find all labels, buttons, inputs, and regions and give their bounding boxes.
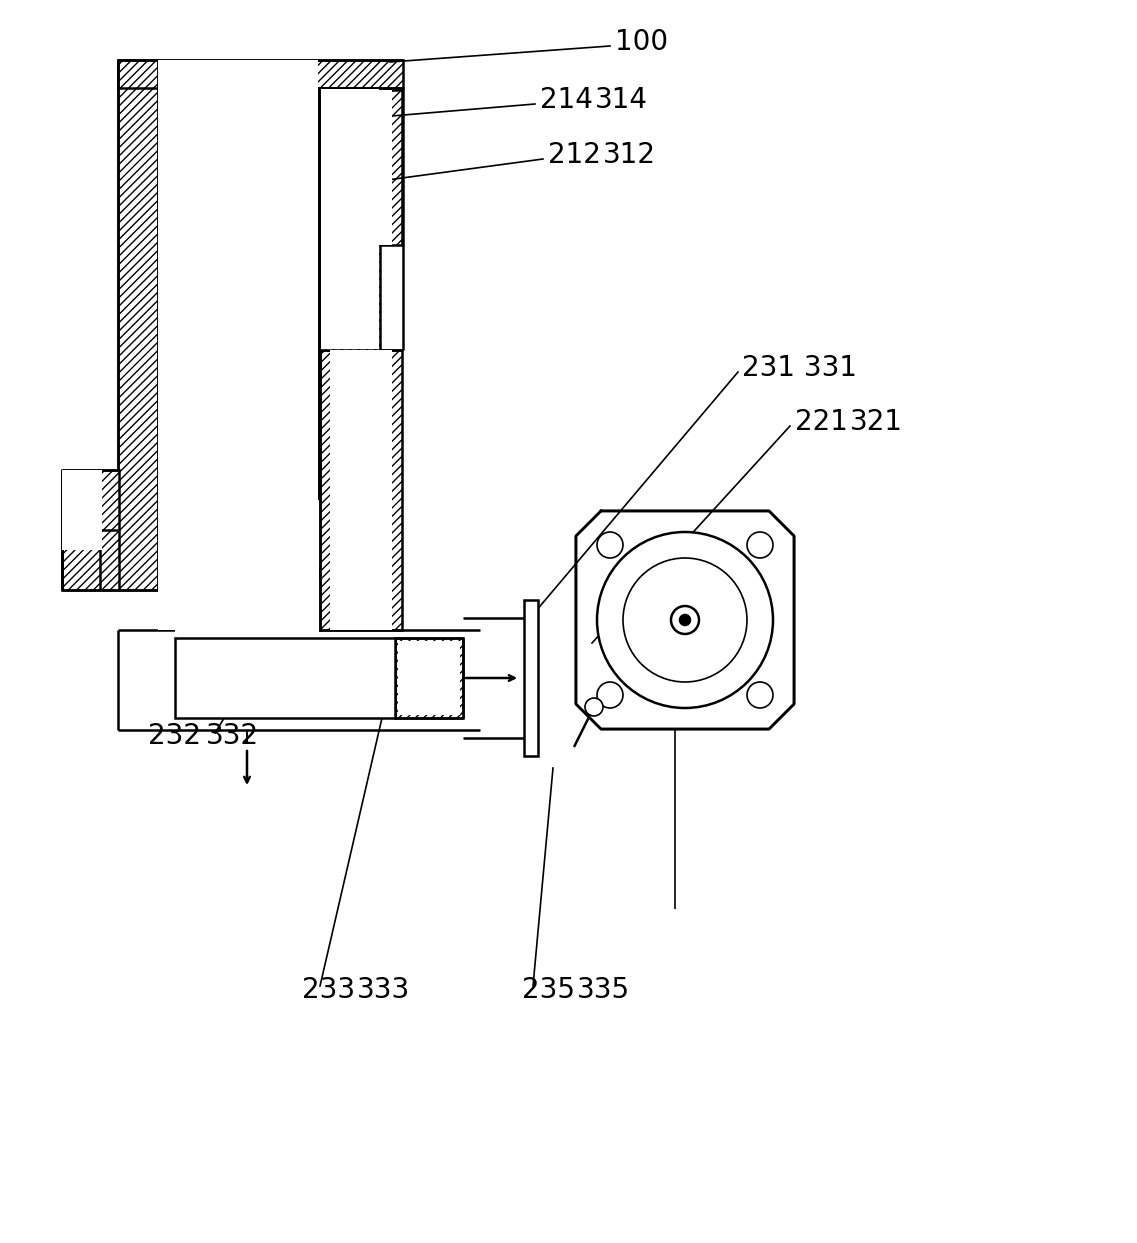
Circle shape	[747, 682, 773, 709]
Bar	[321, 89, 379, 349]
Text: 335: 335	[576, 976, 630, 1004]
Bar	[118, 60, 402, 88]
Bar	[330, 351, 392, 630]
Circle shape	[597, 532, 623, 558]
Text: 333: 333	[357, 976, 410, 1004]
Bar	[321, 89, 377, 349]
Bar	[330, 89, 392, 245]
Bar	[118, 60, 158, 590]
Bar	[398, 641, 460, 715]
Text: 235: 235	[522, 976, 575, 1004]
Bar	[524, 600, 538, 756]
Circle shape	[623, 558, 747, 682]
Circle shape	[586, 699, 603, 716]
Bar	[319, 89, 402, 245]
Text: 321: 321	[850, 408, 903, 436]
Bar	[319, 351, 402, 630]
Circle shape	[671, 607, 699, 634]
Circle shape	[597, 532, 773, 709]
Circle shape	[597, 682, 623, 709]
Text: 221: 221	[795, 408, 848, 436]
Bar	[175, 500, 319, 655]
Bar	[158, 60, 318, 630]
Text: 332: 332	[206, 722, 259, 750]
Text: 233: 233	[302, 976, 355, 1004]
Polygon shape	[576, 511, 794, 728]
Bar	[63, 470, 119, 590]
Circle shape	[747, 532, 773, 558]
Bar	[395, 638, 463, 718]
Text: 231 331: 231 331	[742, 354, 857, 382]
Bar	[175, 638, 395, 718]
Bar	[318, 88, 380, 351]
Bar	[63, 470, 102, 549]
Text: 212: 212	[548, 140, 600, 169]
Text: 314: 314	[595, 86, 648, 114]
Text: 214: 214	[540, 86, 592, 114]
Circle shape	[680, 615, 690, 625]
Text: 312: 312	[603, 140, 656, 169]
Text: 232: 232	[148, 722, 201, 750]
Text: 100: 100	[615, 29, 669, 56]
